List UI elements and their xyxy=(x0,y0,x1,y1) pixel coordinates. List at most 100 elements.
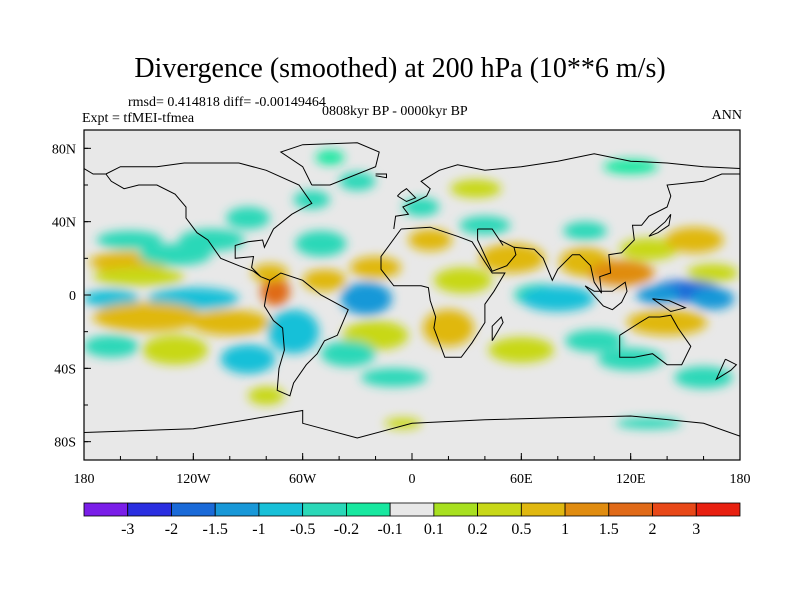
colorbar-label: 0.5 xyxy=(511,521,531,538)
colorbar-swatch xyxy=(127,502,172,517)
field-patch xyxy=(384,417,422,429)
coastline-path xyxy=(491,316,504,342)
colorbar: -3 -2 -1.5 -1 -0.5 -0.2 -0.1 0.1 0.2 0.5 1 1.5 2 3 xyxy=(83,502,741,538)
coastline-path xyxy=(477,228,517,272)
colorbar-swatch xyxy=(608,502,653,517)
axes: 180 120W 60W 0 60E 120E 180 80N 40N 0 40S 80S xyxy=(52,142,751,487)
coastline-path xyxy=(380,226,506,358)
field-patch xyxy=(220,344,276,374)
field-patch xyxy=(142,335,208,365)
coastline-path xyxy=(84,409,740,439)
field-patch xyxy=(588,260,655,286)
field-patch xyxy=(226,207,270,229)
field-patch xyxy=(93,302,203,332)
divergence-field xyxy=(84,150,739,429)
field-patch xyxy=(488,337,555,363)
coastline-path xyxy=(397,188,417,203)
field-patch xyxy=(563,221,607,240)
y-tick-label: 40S xyxy=(54,362,76,377)
colorbar-label: 1 xyxy=(561,521,569,538)
field-patch xyxy=(340,282,392,316)
field-patch xyxy=(408,229,453,251)
field-patch xyxy=(260,276,290,307)
colorbar-label: -1.5 xyxy=(203,521,228,538)
x-tick-label: 180 xyxy=(74,472,95,487)
colorbar-swatch xyxy=(695,502,741,517)
period-text: 0808kyr BP - 0000kyr BP xyxy=(322,104,468,119)
coastline-path xyxy=(105,162,349,397)
colorbar-swatch xyxy=(171,502,216,517)
colorbar-swatch xyxy=(389,502,435,517)
field-patch xyxy=(302,269,347,292)
field-patch xyxy=(178,229,245,251)
coastline-path xyxy=(652,298,687,313)
colorbar-swatch xyxy=(214,502,260,517)
field-patch xyxy=(619,238,679,261)
colorbar-label: -0.5 xyxy=(290,521,315,538)
field-patch xyxy=(84,289,139,308)
field-patch xyxy=(687,263,739,283)
field-patch xyxy=(315,150,345,165)
field-patch xyxy=(450,179,502,198)
colorbar-label: 0.1 xyxy=(424,521,444,538)
field-patch xyxy=(422,309,474,347)
field-patch xyxy=(690,287,735,310)
colorbar-swatch xyxy=(345,502,391,517)
coastline-path xyxy=(375,173,387,179)
colorbar-label: 0.2 xyxy=(468,521,488,538)
field-patch xyxy=(616,417,682,429)
y-tick-label: 80S xyxy=(54,436,76,451)
y-tick-label: 0 xyxy=(69,289,76,304)
coastline-path xyxy=(513,173,740,294)
field-patch xyxy=(84,335,139,358)
colorbar-label: 3 xyxy=(692,521,700,538)
x-tick-label: 60E xyxy=(510,472,533,487)
colorbar-label: -1 xyxy=(252,521,265,538)
coastline-path xyxy=(619,314,692,366)
field-patch xyxy=(339,172,376,191)
colorbar-label: -3 xyxy=(121,521,134,538)
stats-text: rmsd= 0.414818 diff= -0.00149464 xyxy=(128,95,326,110)
colorbar-label: -2 xyxy=(165,521,178,538)
field-patch xyxy=(597,348,664,371)
coastline-path xyxy=(648,214,672,237)
field-patch xyxy=(565,329,624,352)
field-patch xyxy=(96,230,163,250)
colorbar-swatch xyxy=(477,502,522,517)
experiment-text: Expt = tfMEI-tfmea xyxy=(82,111,195,126)
field-patch xyxy=(674,366,733,389)
season-text: ANN xyxy=(711,108,742,123)
coastline-path xyxy=(393,153,740,230)
field-patch xyxy=(521,285,595,312)
colorbar-swatch xyxy=(564,502,610,517)
x-tick-label: 180 xyxy=(730,472,751,487)
field-patch xyxy=(320,340,376,367)
y-tick-label: 40N xyxy=(52,216,76,231)
field-patch xyxy=(479,243,546,273)
coastline-path xyxy=(279,142,380,186)
field-patch xyxy=(636,285,680,305)
colorbar-label: -0.2 xyxy=(334,521,359,538)
colorbar-swatch xyxy=(520,502,566,517)
field-patch xyxy=(459,216,511,235)
field-patch xyxy=(350,256,402,279)
field-patch xyxy=(402,197,440,217)
coastline-path xyxy=(584,281,628,311)
field-patch xyxy=(627,309,708,336)
colorbar-label: 2 xyxy=(649,521,657,538)
field-patch xyxy=(189,309,270,336)
field-patch xyxy=(295,230,347,257)
colorbar-swatch xyxy=(652,502,697,517)
colorbar-label: 1.5 xyxy=(599,521,619,538)
field-patch xyxy=(248,386,285,406)
field-patch xyxy=(251,263,289,283)
coastlines xyxy=(84,142,740,439)
colorbar-swatch xyxy=(258,502,304,517)
coastline-path xyxy=(715,358,738,381)
colorbar-swatch xyxy=(433,502,479,517)
field-patch xyxy=(360,368,427,387)
field-patch xyxy=(665,227,724,253)
x-tick-label: 120W xyxy=(176,472,211,487)
field-patch xyxy=(293,190,330,209)
